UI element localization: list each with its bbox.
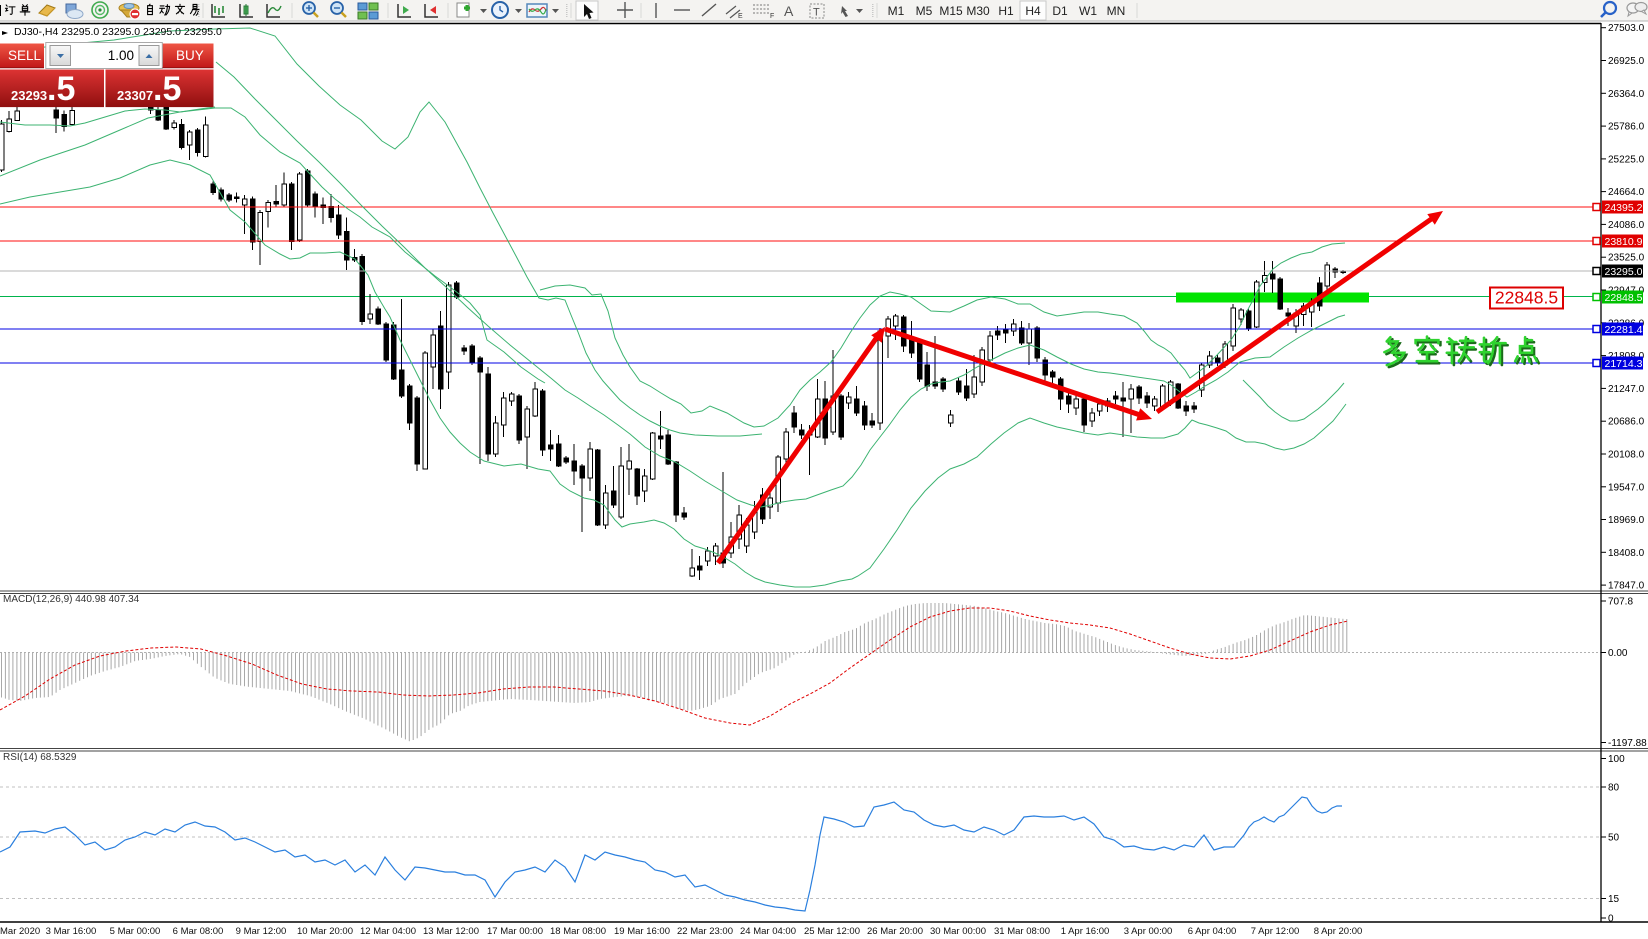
- svg-text:1 Apr 16:00: 1 Apr 16:00: [1061, 926, 1110, 937]
- svg-text:H4: H4: [1025, 4, 1041, 18]
- svg-text:20108.0: 20108.0: [1608, 450, 1645, 461]
- svg-text:24664.0: 24664.0: [1608, 187, 1645, 198]
- svg-text:26925.0: 26925.0: [1608, 56, 1645, 67]
- svg-text:25 Mar 12:00: 25 Mar 12:00: [804, 926, 860, 937]
- svg-text:.5: .5: [153, 70, 181, 108]
- svg-text:M30: M30: [966, 4, 990, 18]
- svg-text:17847.0: 17847.0: [1608, 581, 1645, 592]
- svg-text:12 Mar 04:00: 12 Mar 04:00: [360, 926, 416, 937]
- svg-text:23295.0: 23295.0: [1605, 266, 1643, 278]
- svg-text:7 Apr 12:00: 7 Apr 12:00: [1251, 926, 1300, 937]
- svg-text:31 Mar 08:00: 31 Mar 08:00: [994, 926, 1050, 937]
- svg-text:9 Mar 12:00: 9 Mar 12:00: [236, 926, 287, 937]
- svg-text:26 Mar 20:00: 26 Mar 20:00: [867, 926, 923, 937]
- svg-text:RSI(14) 68.5329: RSI(14) 68.5329: [3, 752, 77, 763]
- svg-text:-1197.88: -1197.88: [1608, 738, 1647, 749]
- svg-text:0: 0: [1608, 914, 1614, 925]
- svg-text:W1: W1: [1079, 4, 1097, 18]
- svg-text:SELL: SELL: [8, 48, 42, 63]
- svg-text:23525.0: 23525.0: [1608, 253, 1645, 264]
- svg-text:24 Mar 04:00: 24 Mar 04:00: [740, 926, 796, 937]
- svg-text:3 Apr 00:00: 3 Apr 00:00: [1124, 926, 1173, 937]
- svg-text:E: E: [738, 13, 743, 20]
- svg-text:19547.0: 19547.0: [1608, 482, 1645, 493]
- svg-text:5 Mar 00:00: 5 Mar 00:00: [110, 926, 161, 937]
- svg-text:3 Mar 16:00: 3 Mar 16:00: [46, 926, 97, 937]
- svg-text:0.00: 0.00: [1608, 648, 1628, 659]
- svg-text:6 Mar 08:00: 6 Mar 08:00: [173, 926, 224, 937]
- svg-text:24086.0: 24086.0: [1608, 220, 1645, 231]
- svg-text:13 Mar 12:00: 13 Mar 12:00: [423, 926, 479, 937]
- svg-text:Mar 2020: Mar 2020: [0, 926, 40, 937]
- svg-text:19 Mar 16:00: 19 Mar 16:00: [614, 926, 670, 937]
- svg-text:6 Apr 04:00: 6 Apr 04:00: [1188, 926, 1237, 937]
- svg-text:50: 50: [1608, 833, 1620, 844]
- svg-text:.5: .5: [47, 70, 75, 108]
- svg-text:80: 80: [1608, 783, 1620, 794]
- svg-text:23810.9: 23810.9: [1605, 236, 1643, 248]
- svg-text:21714.3: 21714.3: [1605, 358, 1643, 370]
- svg-text:20686.0: 20686.0: [1608, 417, 1645, 428]
- svg-text:100: 100: [1608, 754, 1625, 765]
- svg-text:BUY: BUY: [176, 48, 204, 63]
- svg-text:707.8: 707.8: [1608, 597, 1633, 608]
- svg-text:DJ30-,H4 23295.0 23295.0 2329: DJ30-,H4 23295.0 23295.0 23295.0 23295.0: [14, 26, 222, 38]
- svg-text:22 Mar 23:00: 22 Mar 23:00: [677, 926, 733, 937]
- svg-text:27503.0: 27503.0: [1608, 23, 1645, 34]
- svg-text:23307: 23307: [117, 88, 153, 103]
- svg-text:H1: H1: [998, 4, 1014, 18]
- svg-text:18408.0: 18408.0: [1608, 548, 1645, 559]
- svg-text:15: 15: [1608, 894, 1620, 905]
- svg-text:D1: D1: [1052, 4, 1068, 18]
- svg-text:21247.0: 21247.0: [1608, 384, 1645, 395]
- svg-text:17 Mar 00:00: 17 Mar 00:00: [487, 926, 543, 937]
- svg-text:8 Apr 20:00: 8 Apr 20:00: [1314, 926, 1363, 937]
- svg-text:MN: MN: [1107, 4, 1126, 18]
- svg-text:M15: M15: [939, 4, 963, 18]
- svg-text:23293: 23293: [11, 88, 47, 103]
- svg-text:A: A: [784, 3, 794, 19]
- svg-text:22281.4: 22281.4: [1605, 324, 1643, 336]
- svg-text:M5: M5: [916, 4, 933, 18]
- svg-text:MACD(12,26,9) 440.98 407.34: MACD(12,26,9) 440.98 407.34: [3, 594, 140, 605]
- svg-text:F: F: [770, 13, 774, 20]
- svg-text:M1: M1: [888, 4, 905, 18]
- svg-text:1.00: 1.00: [108, 48, 134, 63]
- svg-text:30 Mar 00:00: 30 Mar 00:00: [930, 926, 986, 937]
- svg-text:T: T: [813, 7, 820, 19]
- svg-text:18969.0: 18969.0: [1608, 515, 1645, 526]
- svg-text:26364.0: 26364.0: [1608, 89, 1645, 100]
- svg-text:25786.0: 25786.0: [1608, 122, 1645, 133]
- svg-text:25225.0: 25225.0: [1608, 154, 1645, 165]
- svg-text:22848.5: 22848.5: [1605, 292, 1643, 304]
- svg-text:18 Mar 08:00: 18 Mar 08:00: [550, 926, 606, 937]
- svg-text:22848.5: 22848.5: [1495, 288, 1558, 308]
- svg-text:24395.2: 24395.2: [1605, 202, 1643, 214]
- svg-text:10 Mar 20:00: 10 Mar 20:00: [297, 926, 353, 937]
